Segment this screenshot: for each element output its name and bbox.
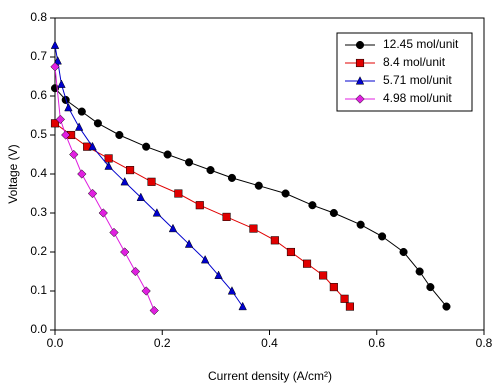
marker [130,266,141,277]
marker [200,254,210,264]
marker [120,247,130,257]
marker [149,305,159,316]
marker [98,208,108,218]
marker [345,302,354,311]
marker [50,119,60,128]
marker [195,201,204,210]
x-axis-label: Current density (A/cm²) [208,369,332,383]
x-tick-label: 0.2 [154,336,171,350]
y-axis-label: Voltage (V) [6,144,20,203]
marker [120,176,129,186]
marker [104,161,113,170]
y-tick-label: 0.2 [30,244,47,258]
marker [238,301,247,311]
y-tick-label: 0.3 [30,205,47,219]
marker [254,181,263,190]
marker [141,286,151,296]
marker [302,259,312,268]
legend-label: 5.71 mol/unit [383,73,452,87]
marker [115,130,124,140]
y-tick-label: 0.7 [30,49,47,63]
marker [55,114,66,125]
series-line [54,122,351,307]
x-tick-label: 0.8 [476,336,493,350]
marker [222,212,231,221]
marker [442,302,451,311]
marker [185,158,194,167]
legend-marker [355,58,365,68]
marker [87,188,98,199]
y-tick-label: 0.0 [30,322,47,336]
marker [308,201,317,210]
marker [168,223,178,233]
marker [64,102,73,112]
marker [227,286,237,295]
marker [104,154,113,163]
marker [152,208,162,217]
marker [109,227,119,238]
x-tick-label: 0.4 [261,336,278,350]
marker [329,283,338,292]
x-tick-label: 0.0 [47,336,64,350]
marker [329,208,338,218]
series-line [54,87,447,307]
y-tick-label: 0.4 [30,166,47,180]
y-tick-label: 0.1 [30,283,47,297]
y-tick-label: 0.6 [30,88,47,102]
marker [136,192,146,201]
marker [249,224,258,233]
legend-marker [355,94,365,104]
marker [378,232,387,241]
marker [356,220,365,229]
marker [174,189,183,198]
marker [227,173,237,182]
marker [319,271,328,280]
marker [415,267,424,276]
legend-label: 12.45 mol/unit [383,37,459,51]
marker [57,79,66,88]
marker [426,283,435,292]
marker [270,236,279,245]
marker [74,122,84,131]
marker [77,107,86,116]
marker [77,169,87,179]
y-tick-label: 0.5 [30,127,47,141]
marker [286,247,295,257]
marker [93,119,102,128]
marker [147,177,156,186]
marker [399,247,408,257]
legend-marker [355,76,365,85]
x-tick-label: 0.6 [368,336,385,350]
marker [50,62,60,72]
marker [61,130,71,140]
legend-label: 8.4 mol/unit [383,55,446,69]
marker [53,56,62,65]
marker [214,270,223,279]
marker [281,189,290,198]
marker [184,239,194,248]
series-line [54,45,244,307]
y-tick-label: 0.8 [30,10,47,24]
legend-label: 4.98 mol/unit [383,91,452,105]
marker [206,166,215,175]
marker [50,40,60,49]
marker [340,294,349,303]
legend-marker [355,40,365,50]
marker [142,142,151,151]
marker [69,149,79,160]
marker [88,141,97,151]
marker [126,166,135,175]
marker [163,150,172,159]
